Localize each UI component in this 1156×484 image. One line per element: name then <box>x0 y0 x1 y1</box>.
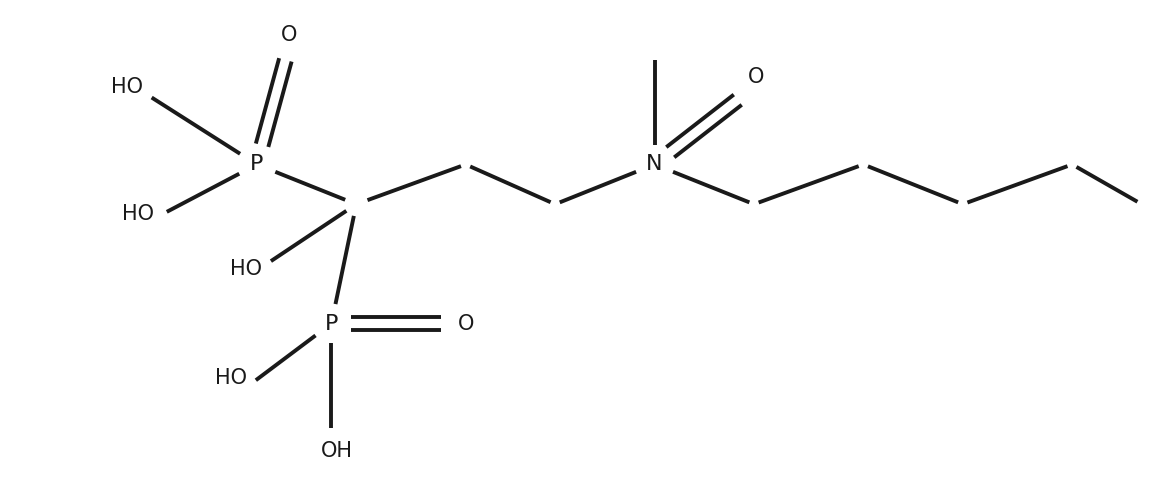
Text: P: P <box>325 314 338 333</box>
Text: O: O <box>281 25 297 45</box>
Text: HO: HO <box>123 204 155 224</box>
Text: P: P <box>250 154 264 174</box>
Text: O: O <box>458 314 474 333</box>
Text: OH: OH <box>320 441 353 461</box>
Text: HO: HO <box>215 368 247 388</box>
Text: N: N <box>646 154 662 174</box>
Text: HO: HO <box>230 259 261 279</box>
Text: HO: HO <box>111 77 142 97</box>
Text: O: O <box>748 67 764 87</box>
